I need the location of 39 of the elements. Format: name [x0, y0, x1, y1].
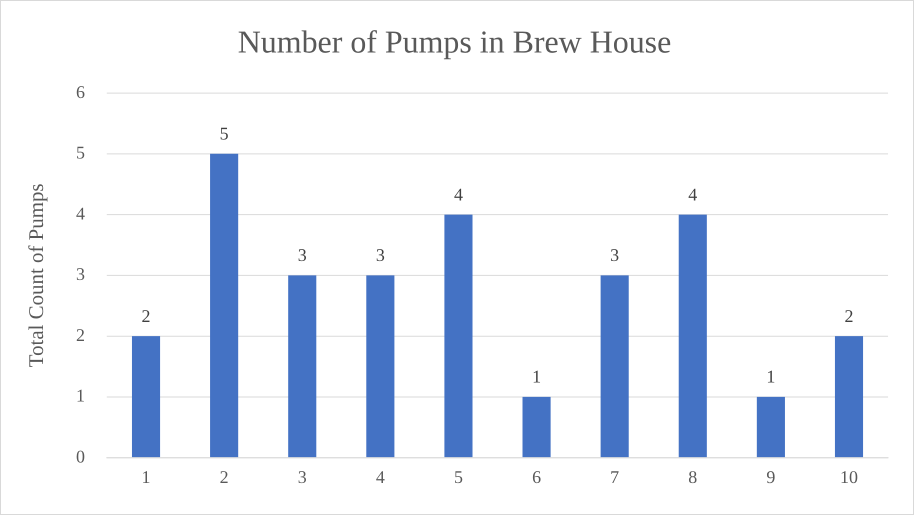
x-tick-label: 1: [142, 467, 151, 488]
bar: [522, 396, 551, 458]
data-label: 4: [688, 184, 698, 204]
bar: [600, 275, 629, 458]
x-tick-label: 6: [532, 467, 542, 488]
bar: [210, 154, 238, 458]
y-tick-label: 4: [76, 203, 86, 224]
y-tick-label: 6: [76, 82, 86, 102]
bar: [366, 275, 394, 458]
bar: [132, 336, 160, 458]
y-tick-label: 0: [76, 446, 86, 466]
x-tick-label: 9: [766, 467, 776, 488]
x-tick-label: 10: [840, 467, 858, 488]
data-label: 4: [454, 184, 463, 204]
bar: [288, 275, 316, 458]
y-axis-title: Total Count of Pumps: [24, 183, 48, 368]
y-tick-label: 3: [76, 264, 86, 284]
chart-title: Number of Pumps in Brew House: [238, 24, 672, 60]
bar: [678, 214, 707, 458]
bar: [834, 336, 864, 458]
data-label: 1: [766, 366, 776, 387]
x-tick-label: 3: [298, 467, 307, 488]
x-tick-label: 2: [220, 467, 229, 488]
bar: [756, 396, 785, 458]
x-tick-label: 8: [688, 467, 698, 488]
data-label: 3: [376, 245, 385, 266]
x-tick-label: 7: [610, 467, 620, 488]
y-tick-label: 5: [76, 142, 86, 163]
data-label: 1: [532, 366, 542, 387]
y-tick-label: 1: [76, 386, 86, 406]
data-label: 2: [844, 306, 854, 326]
data-label: 5: [220, 124, 229, 144]
data-label: 2: [142, 306, 151, 326]
data-label: 3: [610, 245, 620, 266]
bar: [444, 214, 473, 458]
data-label: 3: [298, 245, 307, 266]
x-tick-label: 4: [376, 467, 385, 488]
x-tick-label: 5: [454, 467, 463, 488]
y-tick-label: 2: [76, 324, 86, 345]
